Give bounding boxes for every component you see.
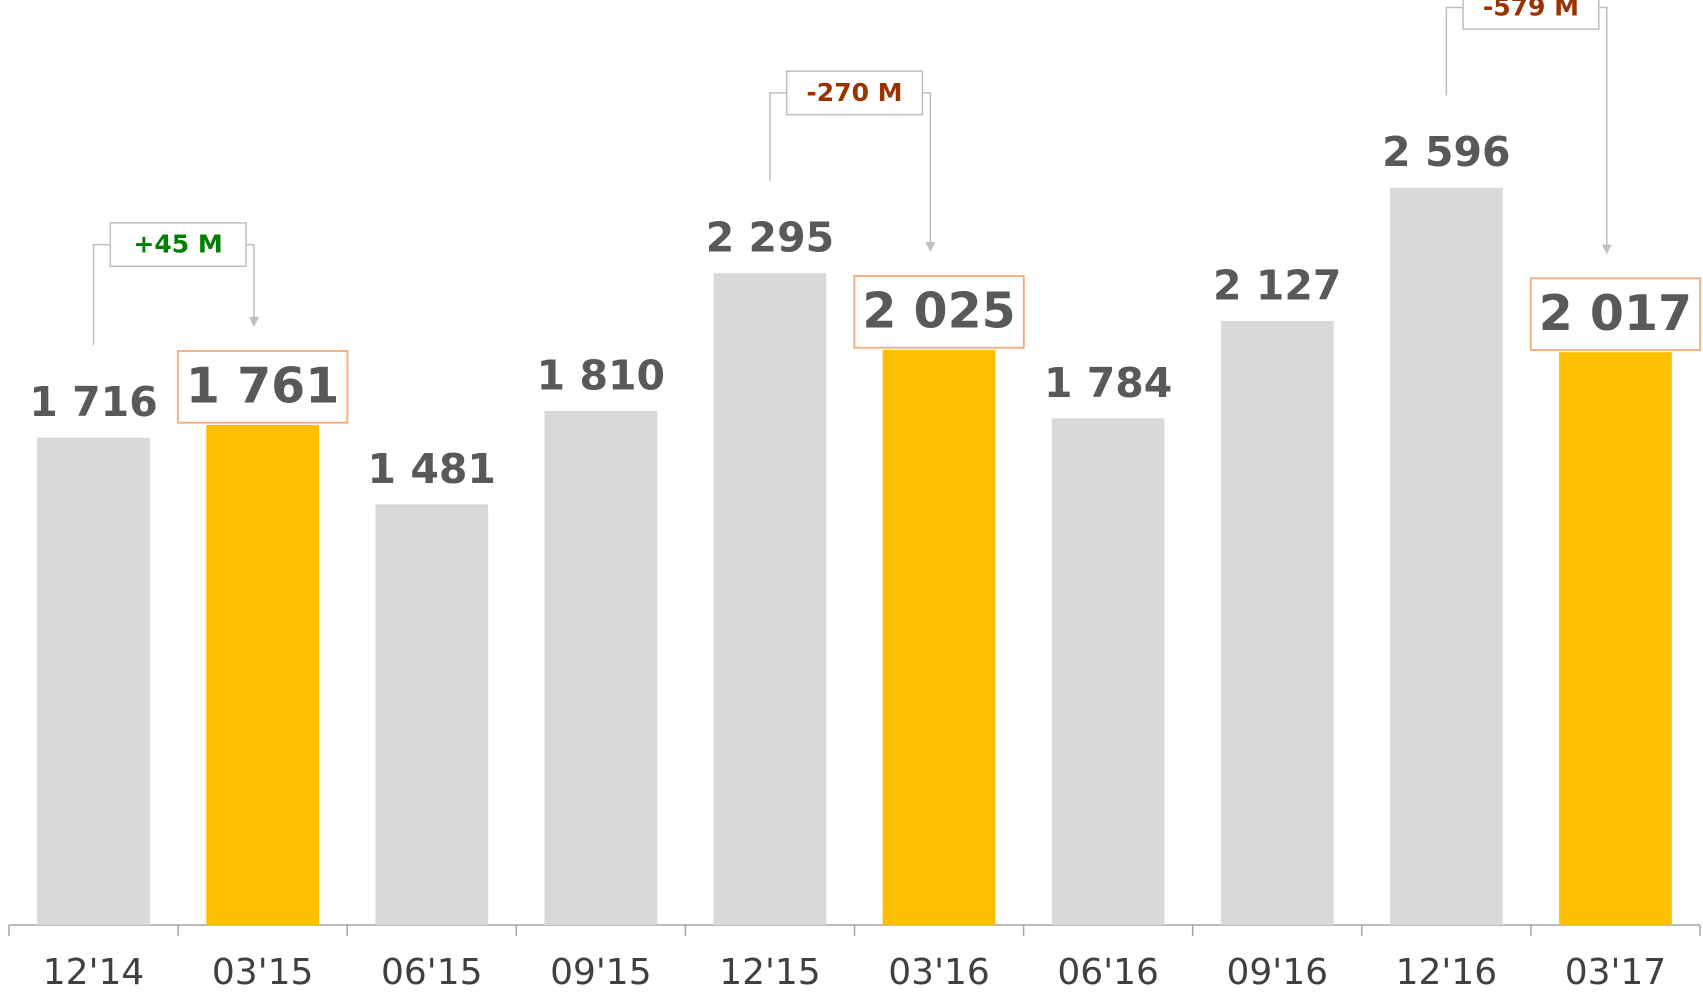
x-tick-label: 12'14 — [43, 952, 145, 993]
annotation-bracket — [769, 92, 787, 181]
value-label: 1 761 — [186, 358, 339, 415]
annotation-text: +45 M — [133, 230, 222, 259]
value-label: 1 810 — [537, 351, 665, 399]
annotation-bracket — [92, 243, 111, 346]
value-label: 1 481 — [368, 445, 496, 493]
value-label-box — [853, 275, 1025, 349]
annotation-box — [109, 222, 247, 268]
value-label: 1 716 — [29, 378, 157, 426]
bar — [1220, 320, 1334, 925]
value-label-box — [1529, 277, 1702, 351]
x-tick-label: 12'15 — [719, 952, 821, 993]
annotation-box — [785, 70, 924, 116]
annotation-box — [1462, 0, 1600, 30]
bar — [375, 504, 489, 925]
bar — [713, 273, 827, 926]
bar — [544, 410, 658, 926]
annotation-arrow — [1598, 6, 1612, 255]
x-tick-label: 06'16 — [1057, 952, 1159, 993]
bar — [1051, 418, 1165, 925]
annotation-text: -270 M — [806, 78, 902, 107]
bar — [37, 437, 150, 925]
value-label: 2 025 — [862, 283, 1015, 340]
bar — [882, 349, 996, 925]
bar — [1559, 352, 1672, 925]
bar — [206, 424, 320, 925]
x-tick-label: 09'15 — [550, 952, 652, 993]
bar — [1389, 187, 1503, 926]
x-tick-label: 03'17 — [1565, 952, 1667, 993]
value-label: 2 017 — [1539, 285, 1692, 342]
value-label: 2 295 — [706, 214, 834, 262]
x-tick-label: 12'16 — [1396, 952, 1498, 993]
x-tick-label: 03'16 — [888, 952, 990, 993]
annotation-arrow — [245, 243, 259, 327]
x-tick-label: 06'15 — [381, 952, 483, 993]
value-label: 2 596 — [1382, 128, 1510, 176]
annotation-text: -579 M — [1483, 0, 1579, 21]
value-label-box — [176, 350, 349, 424]
value-label: 1 784 — [1044, 359, 1172, 407]
x-tick-label: 09'16 — [1226, 952, 1328, 993]
value-label: 2 127 — [1213, 261, 1341, 309]
annotation-arrow — [922, 92, 936, 252]
annotation-bracket — [1445, 6, 1464, 96]
x-tick-label: 03'15 — [212, 952, 314, 993]
